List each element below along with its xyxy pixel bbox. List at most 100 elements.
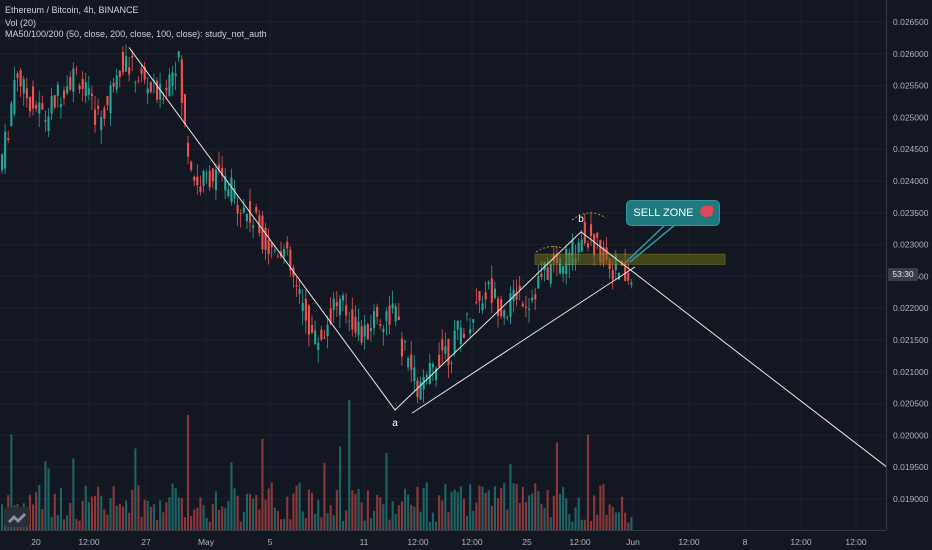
volume-bar [357,489,360,530]
volume-bar [323,462,326,530]
candle-body [617,272,620,280]
candle-body [503,310,506,318]
volume-bar [565,498,568,530]
candle-body [469,329,472,334]
candle-body [103,108,106,119]
volume-bar [326,513,329,530]
volume-bar [599,485,602,530]
volume-bar [286,496,289,530]
volume-bar [140,516,143,530]
volume-bar [366,490,369,530]
tradingview-logo-icon[interactable] [4,507,30,527]
volume-bar [159,500,162,530]
countdown-badge: 53:30 [888,268,918,281]
volume-bar [466,515,469,530]
volume-bar [382,504,385,530]
candle-body [329,308,332,325]
candle-body [425,374,428,378]
volume-bar [90,496,93,530]
candle-body [165,87,168,91]
price-tick-label: 0.022000 [893,303,929,313]
volume-bar [230,462,233,530]
volume-bar [261,438,264,530]
candle-body [22,79,25,94]
top-arc [571,212,607,221]
candle-body [586,243,589,248]
candle-body [580,239,583,252]
candle-body [493,288,496,298]
candle-body [47,116,50,131]
volume-bar [490,505,493,530]
candle-body [146,88,149,94]
volume-bar [518,503,521,530]
volume-bar [152,504,155,530]
candle-body [264,227,267,250]
candle-body [478,291,481,302]
volume-bar [413,506,416,530]
volume-bar [422,487,425,530]
candle-body [596,232,599,238]
candle-body [143,66,146,80]
volume-bar [44,461,47,530]
candle-body [490,278,493,303]
candle-body [459,327,462,345]
time-axis[interactable]: 20 12:00 27 May 5 11 12:00 12:00 25 12:00 Jun 12:00… [0,530,886,548]
volume-bar [63,519,66,530]
volume-bar [131,489,134,530]
candle-body [196,176,199,185]
volume-bar [574,507,577,530]
candle-body [59,104,62,108]
time-tick-label: 12:00 [845,537,867,547]
volume-bar [146,500,149,530]
candle-body [134,82,137,84]
candle-body [627,273,630,281]
candle-body [190,161,193,170]
volume-bar [462,498,465,530]
volume-bar [400,501,403,530]
candle-body [438,354,441,367]
volume-bar [342,521,345,530]
candle-body [624,262,627,281]
candle-body [171,72,174,86]
price-tick-label: 0.019500 [893,462,929,472]
candle-body [332,298,335,311]
volume-bar [540,503,543,530]
volume-bar [298,482,301,530]
time-tick-label: 5 [268,537,273,547]
volume-bar [258,509,261,530]
volume-bar [233,488,236,530]
candle-body [283,249,286,257]
candle-body [559,258,562,274]
volume-bar [571,521,574,530]
candle-body [97,105,100,110]
candle-body [100,116,103,130]
candle-body [512,289,515,301]
sell-zone-callout[interactable]: SELL ZONE [626,200,720,226]
sell-zone-label: SELL ZONE [633,207,694,219]
candle-body [202,170,205,186]
candle-body [66,86,69,94]
volume-bar [611,506,614,530]
volume-bar [329,505,332,530]
candle-body [75,69,78,71]
candle-body [137,80,140,82]
volume-bars [1,400,633,530]
volume-bar [512,483,515,530]
volume-bar [143,499,146,530]
candle-body [131,55,134,58]
volume-bar [419,511,422,530]
candle-body [518,285,521,290]
candle-body [388,305,391,325]
candle-body [577,242,580,253]
volume-bar [379,497,382,530]
volume-bar [301,511,304,530]
candle-body [78,85,81,90]
volume-bar [431,512,434,530]
volume-bar [295,485,298,530]
candle-body [239,213,242,215]
price-tick-label: 0.024500 [893,144,929,154]
volume-bar [416,486,419,530]
candle-body [369,328,372,331]
candle-body [258,215,261,234]
